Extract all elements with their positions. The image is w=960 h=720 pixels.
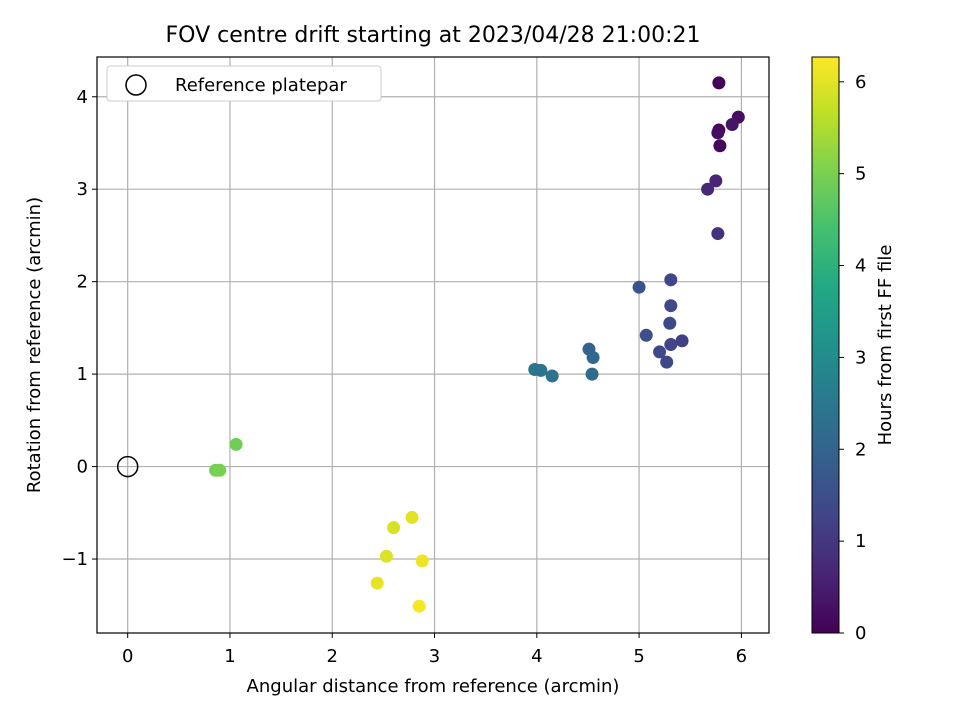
legend: Reference platepar (106, 65, 382, 102)
data-point (379, 549, 393, 563)
legend-box (106, 65, 382, 102)
data-point (712, 76, 726, 90)
colorbar-label: Hours from first FF file (875, 245, 896, 446)
colorbar-tick-label: 2 (855, 439, 866, 460)
grid-lines (97, 57, 769, 633)
data-point (725, 117, 739, 131)
data-point (701, 182, 715, 196)
data-point (639, 328, 653, 342)
colorbar-tick-label: 5 (855, 164, 866, 185)
y-axis-ticks: −1 0 1 2 3 4 (61, 87, 97, 570)
y-tick-label: 4 (77, 87, 88, 108)
data-point (664, 273, 678, 287)
colorbar-tick-label: 6 (855, 72, 866, 93)
x-axis-ticks: 0 1 2 3 4 5 6 (122, 633, 747, 667)
colorbar-tick-label: 1 (855, 531, 866, 552)
data-point (653, 345, 667, 359)
y-axis-label: Rotation from reference (arcmin) (24, 197, 45, 493)
data-point (664, 338, 678, 352)
data-point (415, 554, 429, 568)
data-point (213, 463, 227, 477)
y-tick-label: 3 (77, 179, 88, 200)
x-tick-label: 1 (224, 646, 235, 667)
x-tick-label: 2 (327, 646, 338, 667)
x-tick-label: 0 (122, 646, 133, 667)
legend-marker (125, 74, 147, 96)
x-tick-label: 3 (429, 646, 440, 667)
legend-label: Reference platepar (175, 75, 347, 96)
data-point (663, 316, 677, 330)
colorbar-tick-label: 4 (855, 256, 866, 277)
data-point (387, 521, 401, 535)
data-point (370, 576, 384, 590)
colorbar-tick-label: 3 (855, 347, 866, 368)
data-point (534, 363, 548, 377)
data-point (229, 437, 243, 451)
data-point (412, 599, 426, 613)
y-tick-label: 0 (77, 457, 88, 478)
data-point (711, 126, 725, 140)
data-point (713, 139, 727, 153)
colorbar: 0 1 2 3 4 5 6 Hours from first FF file (811, 56, 896, 644)
data-point (660, 355, 674, 369)
colorbar-ticks: 0 1 2 3 4 5 6 (839, 72, 866, 644)
data-points (209, 76, 745, 613)
data-point (586, 350, 600, 364)
data-point (709, 174, 723, 188)
reference-point (116, 455, 139, 478)
reference-marker (116, 455, 139, 478)
data-point (585, 367, 599, 381)
y-tick-label: 1 (77, 364, 88, 385)
data-point (664, 299, 678, 313)
x-tick-label: 5 (633, 646, 644, 667)
x-tick-label: 4 (531, 646, 542, 667)
plot-frame (96, 56, 770, 634)
data-point (545, 369, 559, 383)
x-axis-label: Angular distance from reference (arcmin) (247, 676, 620, 697)
data-point (675, 334, 689, 348)
colorbar-gradient (811, 56, 840, 634)
data-point (405, 510, 419, 524)
x-tick-label: 6 (736, 646, 747, 667)
y-tick-label: 2 (77, 272, 88, 293)
chart-title: FOV centre drift starting at 2023/04/28 … (166, 23, 701, 48)
data-point (632, 280, 646, 294)
y-tick-label: −1 (61, 549, 88, 570)
data-point (711, 227, 725, 241)
colorbar-tick-label: 0 (855, 623, 866, 644)
